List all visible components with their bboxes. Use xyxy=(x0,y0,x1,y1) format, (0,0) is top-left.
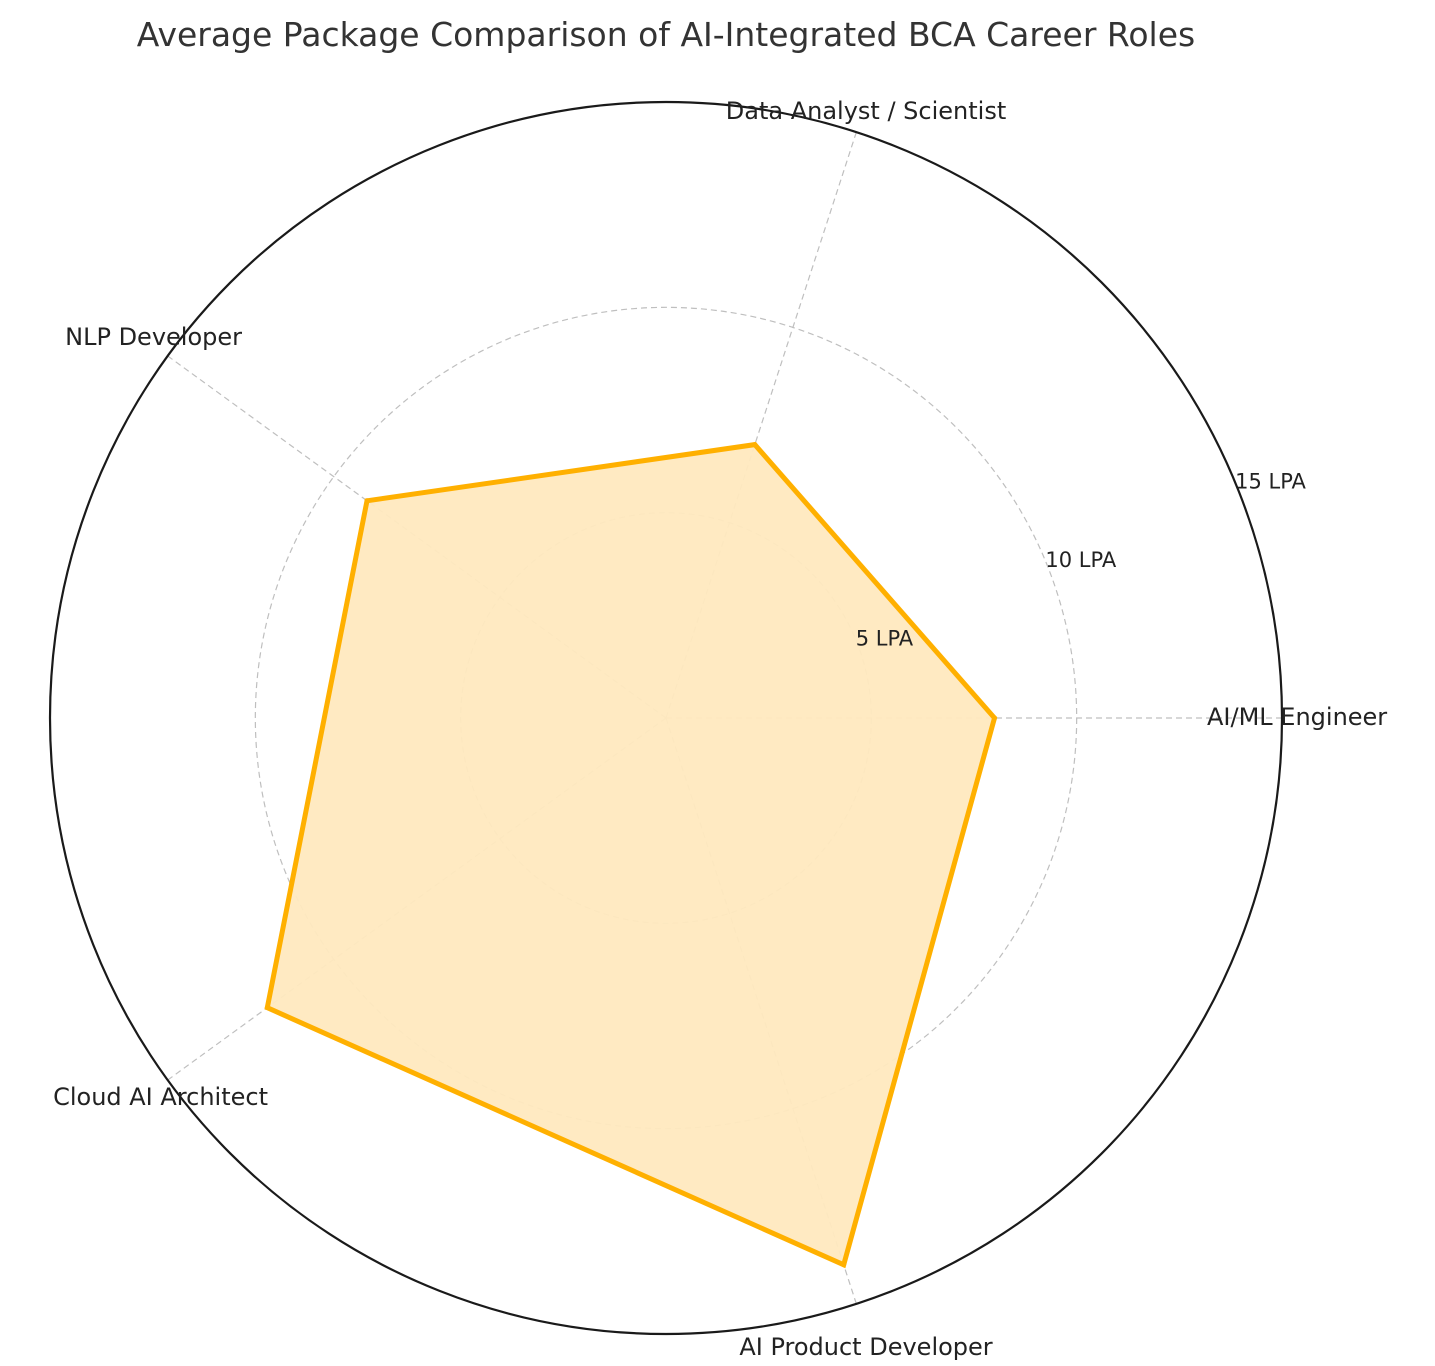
data-layer xyxy=(264,441,998,1269)
outer-frame xyxy=(48,100,1284,1336)
category-label: Data Analyst / Scientist xyxy=(726,97,1006,125)
r-tick-label: 10 LPA xyxy=(1045,548,1116,572)
data-point-2 xyxy=(364,498,370,504)
data-point-3 xyxy=(264,1005,270,1011)
data-point-4 xyxy=(841,1262,847,1268)
category-label: AI Product Developer xyxy=(739,1333,992,1361)
label-layer: 5 LPA 10 LPA 15 LPA AI/ML Engineer Data Anal… xyxy=(53,97,1387,1361)
category-label: AI/ML Engineer xyxy=(1207,703,1387,731)
data-point-0 xyxy=(992,715,998,721)
r-tick-label: 5 LPA xyxy=(856,626,914,650)
chart-title: Average Package Comparison of AI-Integra… xyxy=(137,15,1195,54)
data-point-1 xyxy=(752,442,758,448)
series-line xyxy=(264,441,998,1269)
series-area xyxy=(267,444,995,1265)
outline-layer xyxy=(48,100,1284,1336)
category-label: NLP Developer xyxy=(65,323,242,351)
category-label: Cloud AI Architect xyxy=(53,1083,268,1111)
r-tick-label: 15 LPA xyxy=(1235,469,1306,493)
